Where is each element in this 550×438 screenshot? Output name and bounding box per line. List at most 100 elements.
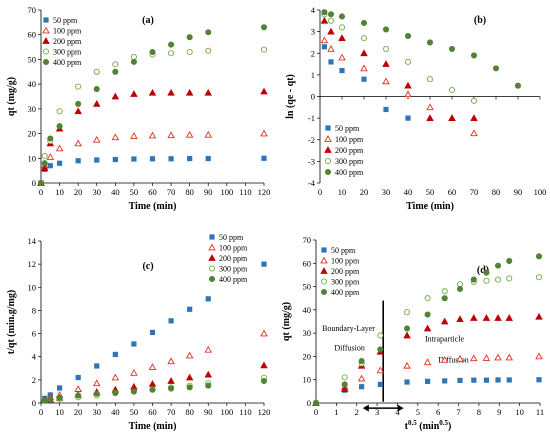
x-tick-label: 70 (470, 187, 479, 197)
data-point (360, 19, 368, 27)
y-tick-label: 0 (32, 178, 36, 188)
data-point (377, 346, 384, 353)
y-tick-label: 4 (311, 5, 316, 15)
data-point (186, 34, 193, 41)
data-point (423, 324, 432, 332)
data-point (112, 68, 119, 75)
data-point (426, 114, 434, 121)
x-tick-label: 120 (258, 187, 271, 197)
y-tick-label: -1 (308, 113, 315, 123)
data-point (260, 361, 268, 369)
data-point (514, 82, 522, 89)
data-point (41, 160, 48, 167)
x-tick-label: 20 (74, 407, 83, 417)
data-point (456, 315, 464, 323)
legend-marker (42, 48, 50, 55)
x-tick-label: 120 (258, 407, 271, 417)
data-point (185, 88, 194, 96)
data-point (403, 325, 411, 332)
y-tick-label: 1 (311, 70, 315, 80)
data-point (204, 345, 213, 353)
data-point (148, 379, 157, 387)
data-point (358, 358, 365, 365)
data-point (404, 58, 412, 65)
data-point (494, 353, 502, 361)
legend-marker (324, 168, 332, 176)
data-point (506, 275, 513, 282)
data-point (260, 129, 268, 137)
y-tick-label: 3 (311, 27, 315, 37)
legend-label: 200 ppm (331, 267, 360, 276)
data-point (92, 99, 101, 107)
data-point (506, 257, 513, 265)
y-tick-label: 20 (28, 129, 37, 139)
data-point (131, 156, 137, 162)
data-point (360, 35, 368, 42)
data-point (92, 379, 101, 387)
data-point (424, 378, 431, 384)
data-point (260, 46, 268, 53)
data-point (75, 392, 82, 399)
y-tick-label: 10 (303, 375, 312, 385)
data-point (442, 378, 448, 384)
data-point (56, 123, 63, 130)
x-tick-label: 10 (55, 407, 64, 417)
data-point (535, 274, 543, 281)
data-point (205, 382, 212, 389)
x-tick-label: 0 (39, 187, 43, 197)
data-point (204, 370, 213, 378)
panel-label: (b) (474, 15, 486, 26)
data-point (186, 48, 193, 56)
data-point (327, 11, 335, 18)
y-tick-label: -2 (308, 135, 315, 145)
data-point (426, 76, 434, 83)
series-400-ppm (37, 24, 268, 187)
legend-marker (320, 267, 328, 274)
data-point (94, 157, 100, 163)
x-tick-label: 10 (515, 407, 524, 417)
data-point (483, 277, 490, 284)
data-point (260, 24, 268, 31)
data-point (424, 311, 431, 318)
data-point (448, 45, 456, 52)
x-tick-label: 3 (375, 407, 379, 417)
data-point (94, 363, 100, 369)
series-400-ppm (41, 377, 268, 404)
data-point (357, 374, 366, 382)
data-point (404, 90, 412, 98)
legend-label: 300 ppm (53, 48, 82, 57)
y-tick-label: 30 (28, 104, 37, 114)
data-point (494, 314, 502, 321)
y-tick-label: 30 (303, 328, 312, 338)
data-point (112, 389, 119, 396)
data-point (482, 354, 491, 361)
data-point (93, 68, 100, 75)
data-point (74, 139, 82, 147)
data-point (338, 13, 346, 20)
legend-label: 50 ppm (335, 124, 360, 133)
legend-label: 400 ppm (335, 168, 364, 177)
x-tick-label: 60 (448, 187, 457, 197)
x-axis-label: t0.5 (min0.5) (405, 419, 452, 432)
x-tick-label: 9 (497, 407, 501, 417)
legend-label: 50 ppm (219, 233, 244, 242)
data-point (56, 160, 63, 166)
y-tick-label: 10 (28, 153, 37, 163)
data-point (424, 295, 431, 302)
data-point (506, 377, 512, 383)
data-point (440, 356, 449, 363)
data-point (205, 155, 211, 162)
data-point (37, 179, 45, 187)
data-point (185, 373, 194, 381)
legend-label: 300 ppm (219, 265, 248, 274)
y-tick-label: 2 (32, 375, 36, 385)
data-point (448, 114, 456, 121)
x-tick-label: 90 (514, 187, 523, 197)
data-point (187, 306, 193, 312)
data-point (456, 354, 464, 362)
data-point (359, 384, 365, 390)
data-point (148, 131, 157, 139)
